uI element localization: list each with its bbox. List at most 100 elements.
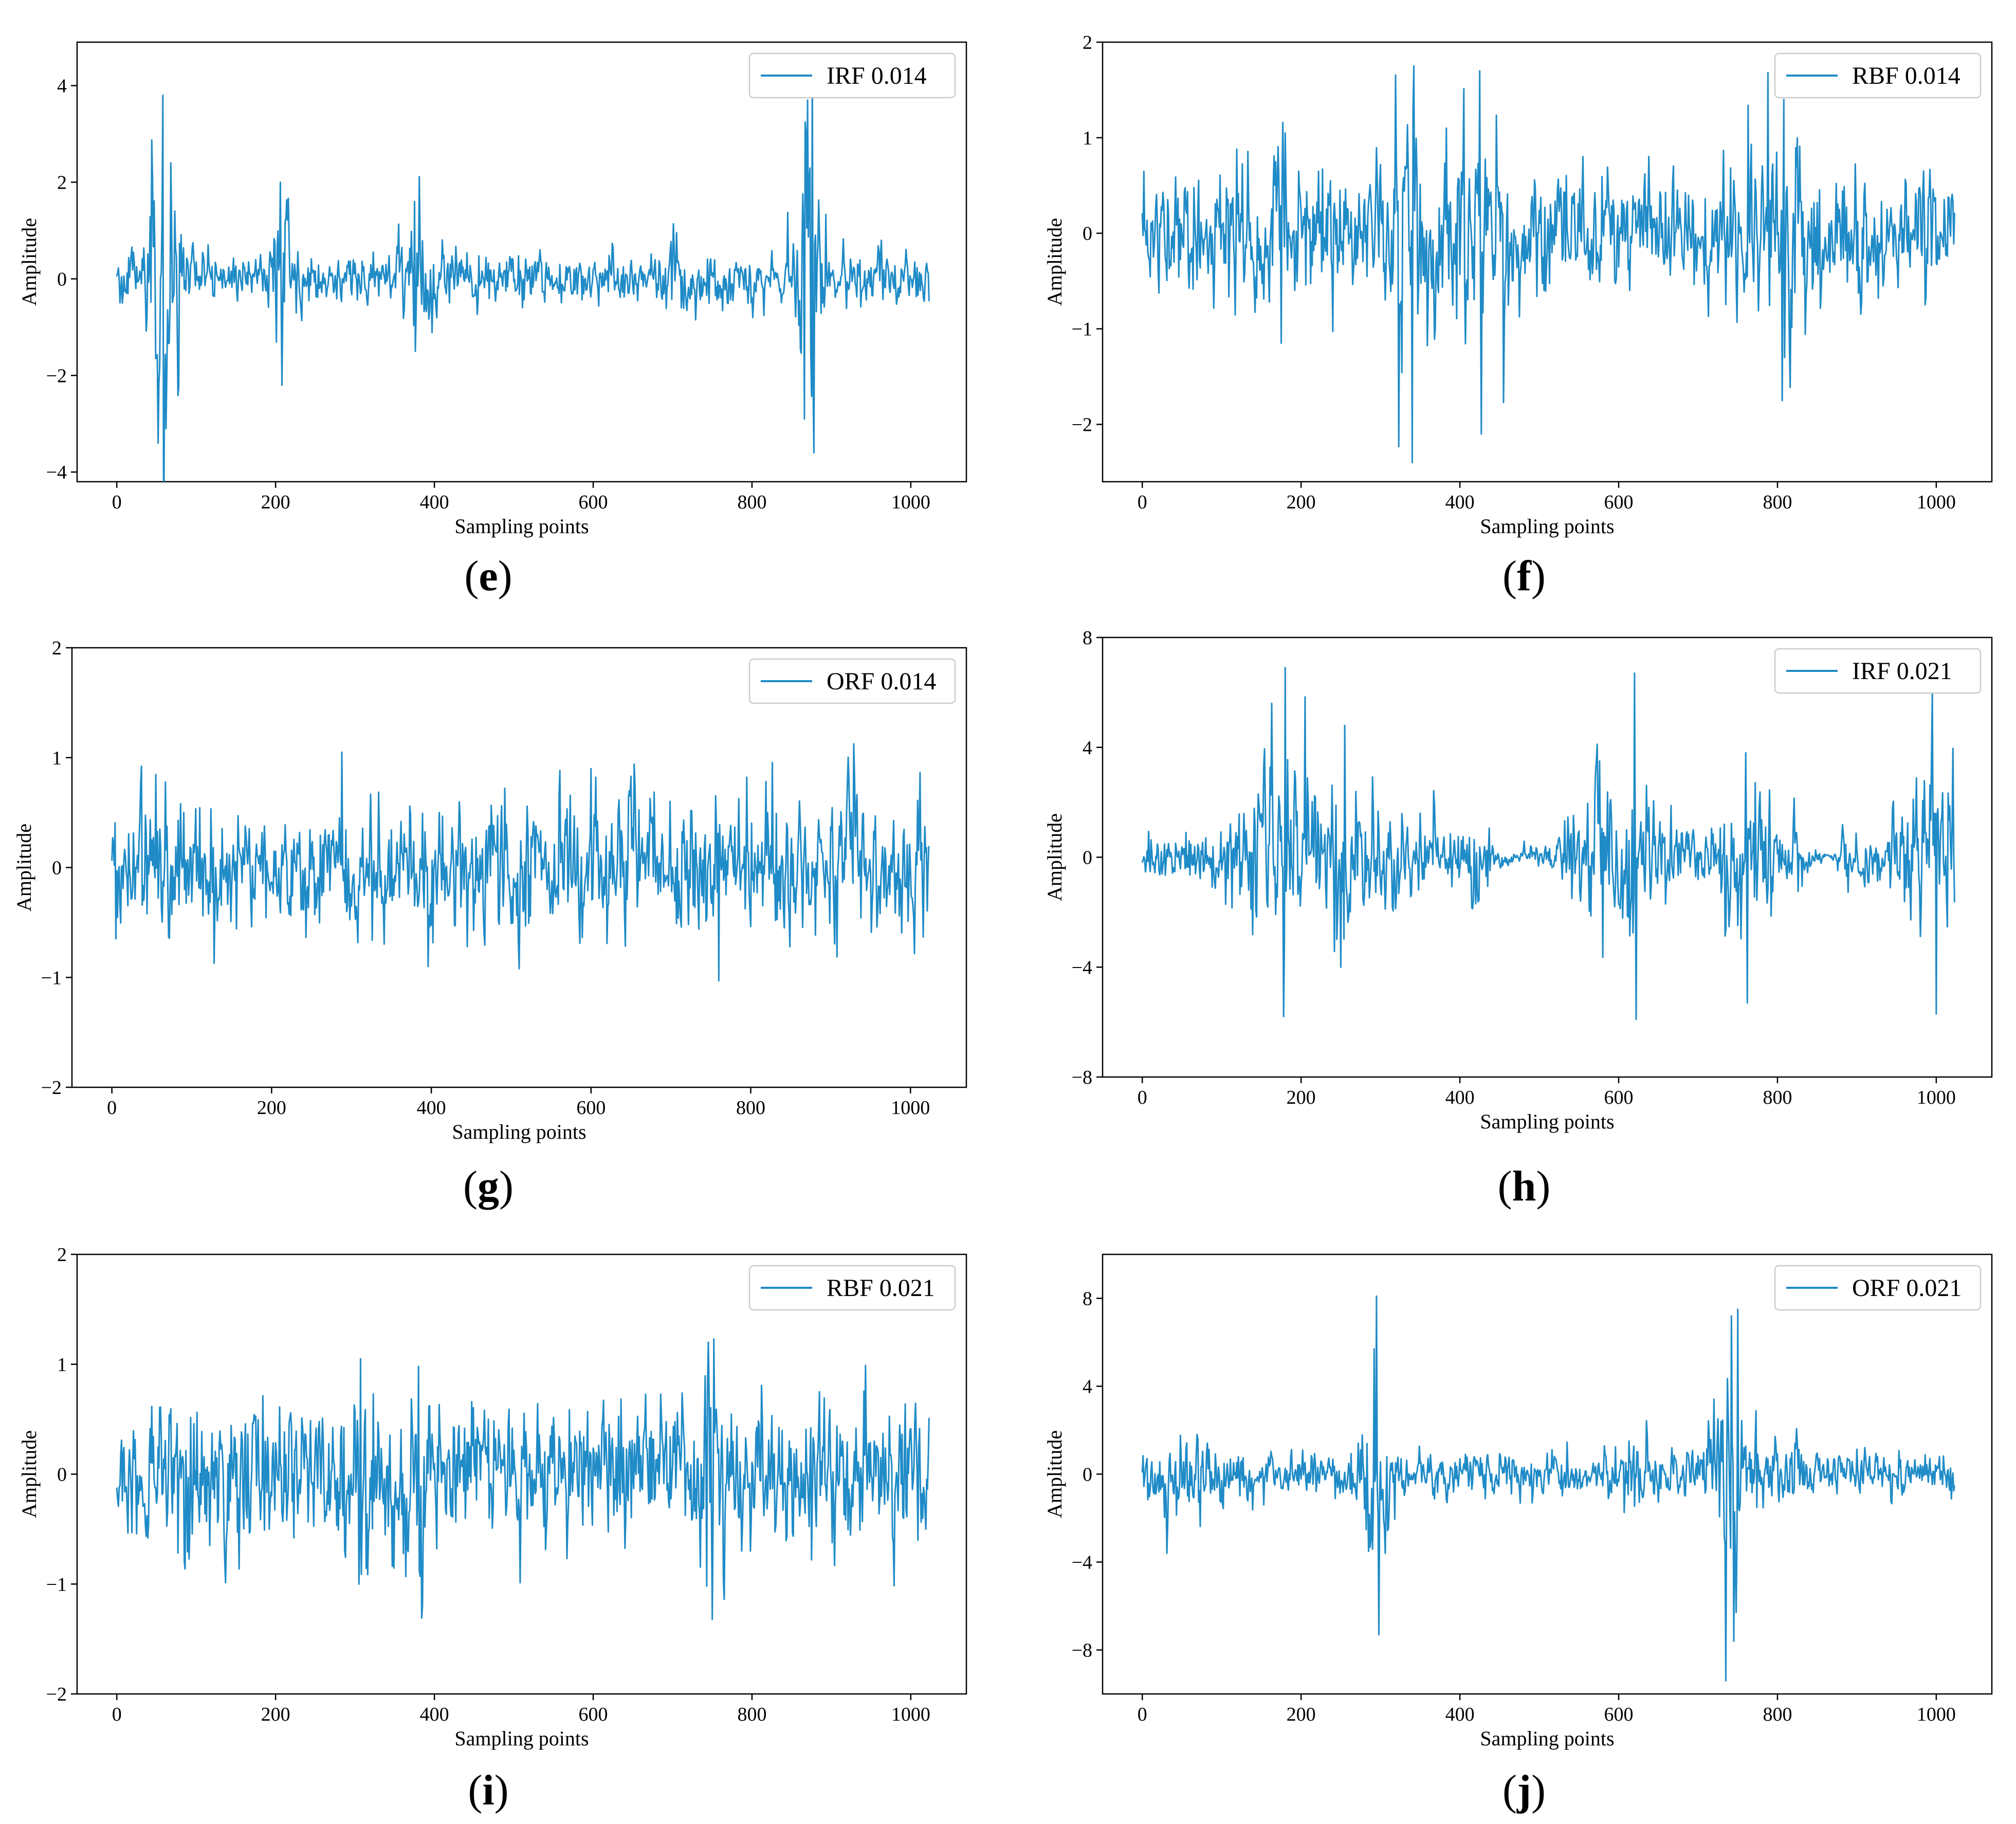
x-tick-label: 0	[107, 1097, 117, 1119]
x-tick-label: 800	[737, 491, 766, 513]
legend: ORF 0.014	[748, 658, 956, 704]
legend-box	[1774, 52, 1982, 99]
x-tick-label: 400	[417, 1097, 446, 1119]
x-tick-label: 600	[579, 1704, 608, 1725]
x-axis-label: Sampling points	[452, 1120, 586, 1143]
x-tick-label: 0	[112, 1704, 122, 1725]
y-tick-label: 2	[57, 172, 67, 193]
x-tick-label: 600	[576, 1097, 606, 1119]
y-tick-label: 4	[1083, 737, 1092, 759]
series-line-rbf-0021	[116, 1338, 930, 1620]
x-tick-label: 800	[1763, 1704, 1792, 1725]
plot-frame	[76, 41, 967, 483]
y-tick-label: −4	[46, 462, 67, 483]
y-axis-label: Amplitude	[17, 1430, 41, 1518]
y-tick-label: 1	[57, 1354, 67, 1376]
x-tick-label: 200	[1287, 1704, 1316, 1725]
legend-box	[748, 52, 956, 99]
panel-caption: (f)	[1502, 552, 1546, 600]
x-tick-label: 800	[1763, 491, 1792, 513]
y-tick-label: −2	[46, 1684, 67, 1705]
y-tick-label: −2	[46, 365, 67, 387]
x-tick-label: 200	[261, 1704, 290, 1725]
x-tick-label: 800	[737, 1704, 766, 1725]
panel-caption: (j)	[1502, 1766, 1546, 1814]
y-tick-label: 2	[1083, 32, 1092, 53]
x-axis-label: Sampling points	[1480, 1110, 1614, 1133]
y-tick-label: −1	[41, 967, 62, 989]
y-axis-label: Amplitude	[17, 218, 41, 306]
series-line-orf-0014	[111, 743, 930, 982]
x-tick-label: 400	[1445, 1704, 1475, 1725]
panel-f: 0 200 400 600 800 1000 −2 −1 0 1 2 Sampling points A…	[1043, 32, 1993, 600]
y-tick-label: 2	[57, 1244, 67, 1266]
x-tick-label: 400	[420, 491, 449, 513]
panel-i: 0 200 400 600 800 1000 −2 −1 0 1 2 Sampling points A…	[17, 1244, 967, 1814]
y-axis-label: Amplitude	[1043, 218, 1066, 306]
legend: ORF 0.021	[1774, 1265, 1982, 1311]
x-tick-label: 600	[1604, 1704, 1634, 1725]
legend-box	[748, 658, 956, 704]
x-axis-label: Sampling points	[1480, 1727, 1614, 1750]
y-tick-label: −8	[1072, 1067, 1092, 1088]
y-tick-label: −8	[1072, 1640, 1092, 1662]
y-tick-label: −2	[1072, 414, 1092, 435]
x-tick-label: 1000	[891, 1097, 930, 1119]
panel-g: 0 200 400 600 800 1000 −2 −1 0 1 2 Sampling points A…	[12, 637, 967, 1210]
y-tick-label: 0	[52, 858, 62, 879]
y-tick-label: 0	[1083, 847, 1092, 869]
y-tick-label: −1	[46, 1574, 67, 1595]
y-tick-label: 8	[1083, 627, 1092, 649]
y-tick-label: 0	[1083, 1464, 1092, 1486]
x-axis-label: Sampling points	[454, 1727, 589, 1750]
x-tick-label: 1000	[891, 1704, 930, 1725]
y-tick-label: 1	[52, 747, 62, 769]
legend: RBF 0.021	[748, 1265, 956, 1311]
y-tick-label: 2	[52, 637, 62, 659]
x-tick-label: 800	[1763, 1087, 1792, 1108]
y-tick-label: −4	[1072, 957, 1092, 978]
y-tick-label: 0	[57, 268, 67, 290]
legend-label: RBF 0.014	[1852, 62, 1960, 89]
series-line-orf-0021	[1141, 1295, 1955, 1682]
panel-caption: (e)	[464, 552, 512, 600]
x-tick-label: 400	[420, 1704, 449, 1725]
legend-box	[1774, 1265, 1982, 1311]
legend-box	[1774, 648, 1982, 694]
legend: IRF 0.021	[1774, 648, 1982, 694]
x-tick-label: 200	[261, 491, 290, 513]
legend-box	[748, 1265, 956, 1311]
y-tick-label: 0	[57, 1464, 67, 1486]
y-tick-label: −4	[1072, 1552, 1092, 1574]
x-tick-label: 0	[1138, 491, 1147, 513]
series-line-rbf-0014	[1141, 65, 1955, 464]
y-tick-label: 1	[1083, 127, 1092, 149]
legend-label: IRF 0.014	[827, 62, 927, 89]
panel-e: 0 200 400 600 800 1000 −4 −2 0 2 4 Sampling points A…	[17, 41, 967, 600]
legend-label: ORF 0.021	[1852, 1274, 1962, 1302]
x-tick-label: 1000	[1917, 491, 1956, 513]
x-tick-label: 1000	[1917, 1087, 1956, 1108]
x-tick-label: 400	[1445, 1087, 1475, 1108]
y-tick-label: 0	[1083, 223, 1092, 245]
x-tick-label: 1000	[891, 491, 930, 513]
y-tick-label: 4	[57, 76, 67, 97]
y-axis-label: Amplitude	[12, 824, 35, 911]
x-tick-label: 600	[1604, 1087, 1634, 1108]
y-tick-label: −1	[1072, 319, 1092, 340]
panel-h: 0 200 400 600 800 1000 −8 −4 0 4 8 Sampling points A…	[1043, 627, 1993, 1210]
y-axis-label: Amplitude	[1043, 813, 1066, 901]
legend-label: ORF 0.014	[827, 668, 936, 695]
x-tick-label: 600	[579, 491, 608, 513]
y-tick-label: 4	[1083, 1376, 1092, 1398]
x-tick-label: 400	[1445, 491, 1475, 513]
legend-label: RBF 0.021	[827, 1274, 935, 1302]
x-tick-label: 200	[1287, 1087, 1316, 1108]
x-tick-label: 1000	[1917, 1704, 1956, 1725]
legend: IRF 0.014	[748, 52, 956, 99]
x-tick-label: 0	[112, 491, 122, 513]
y-axis-label: Amplitude	[1043, 1430, 1066, 1518]
legend-label: IRF 0.021	[1852, 658, 1952, 685]
x-tick-label: 600	[1604, 491, 1634, 513]
